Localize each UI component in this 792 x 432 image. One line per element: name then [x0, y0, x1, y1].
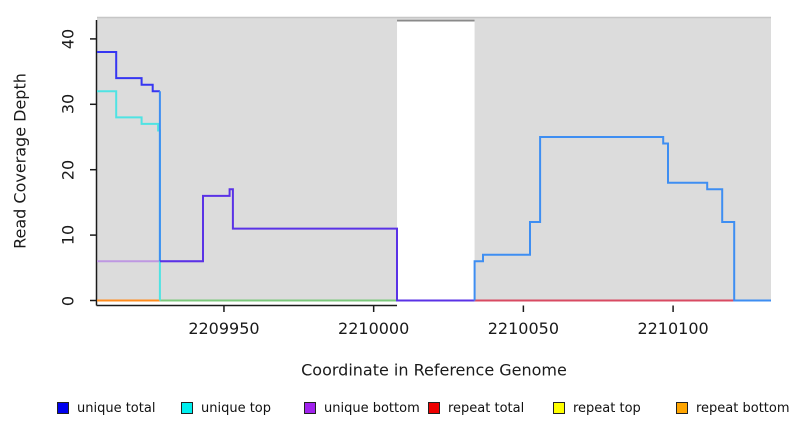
- y-axis-title: Read Coverage Depth: [10, 73, 30, 249]
- gap-region: [397, 19, 475, 308]
- legend-item-unique-total: unique total: [57, 400, 156, 416]
- legend-swatch-repeat-total: [428, 402, 440, 414]
- x-tick-label-2209950: 2209950: [188, 319, 260, 338]
- x-tick-label-2210100: 2210100: [637, 319, 709, 338]
- y-tick-label-30: 30: [58, 94, 78, 115]
- x-tick-label-2210000: 2210000: [338, 319, 410, 338]
- legend-swatch-unique-bottom: [304, 402, 316, 414]
- legend-label: unique top: [201, 400, 272, 416]
- y-tick-label-0: 0: [58, 295, 78, 306]
- legend-item-repeat-bottom: repeat bottom: [676, 400, 790, 416]
- series-unique-total-left: [97, 51, 160, 93]
- legend-label: unique total: [77, 400, 156, 416]
- series-unique-total-right: [473, 136, 771, 302]
- legend-swatch-unique-top: [181, 402, 193, 414]
- legend-swatch-repeat-top: [553, 402, 565, 414]
- legend-item-unique-bottom: unique bottom: [304, 400, 420, 416]
- legend-swatch-unique-total: [57, 402, 69, 414]
- legend-label: repeat bottom: [696, 400, 790, 416]
- legend-item-repeat-total: repeat total: [428, 400, 525, 416]
- y-tick-label-10: 10: [58, 224, 78, 246]
- legend-item-unique-top: unique top: [181, 400, 272, 416]
- legend-label: repeat total: [448, 400, 525, 416]
- series-unique-total-mid: [159, 188, 475, 302]
- legend-label: repeat top: [573, 400, 641, 416]
- y-tick-label-20: 20: [58, 159, 78, 180]
- x-axis-title: Coordinate in Reference Genome: [301, 360, 567, 380]
- x-tick-label-2210050: 2210050: [487, 319, 560, 338]
- legend-item-repeat-top: repeat top: [553, 400, 641, 416]
- legend-swatch-repeat-bottom: [676, 402, 688, 414]
- y-tick-label-40: 40: [58, 28, 78, 50]
- legend-label: unique bottom: [324, 400, 420, 416]
